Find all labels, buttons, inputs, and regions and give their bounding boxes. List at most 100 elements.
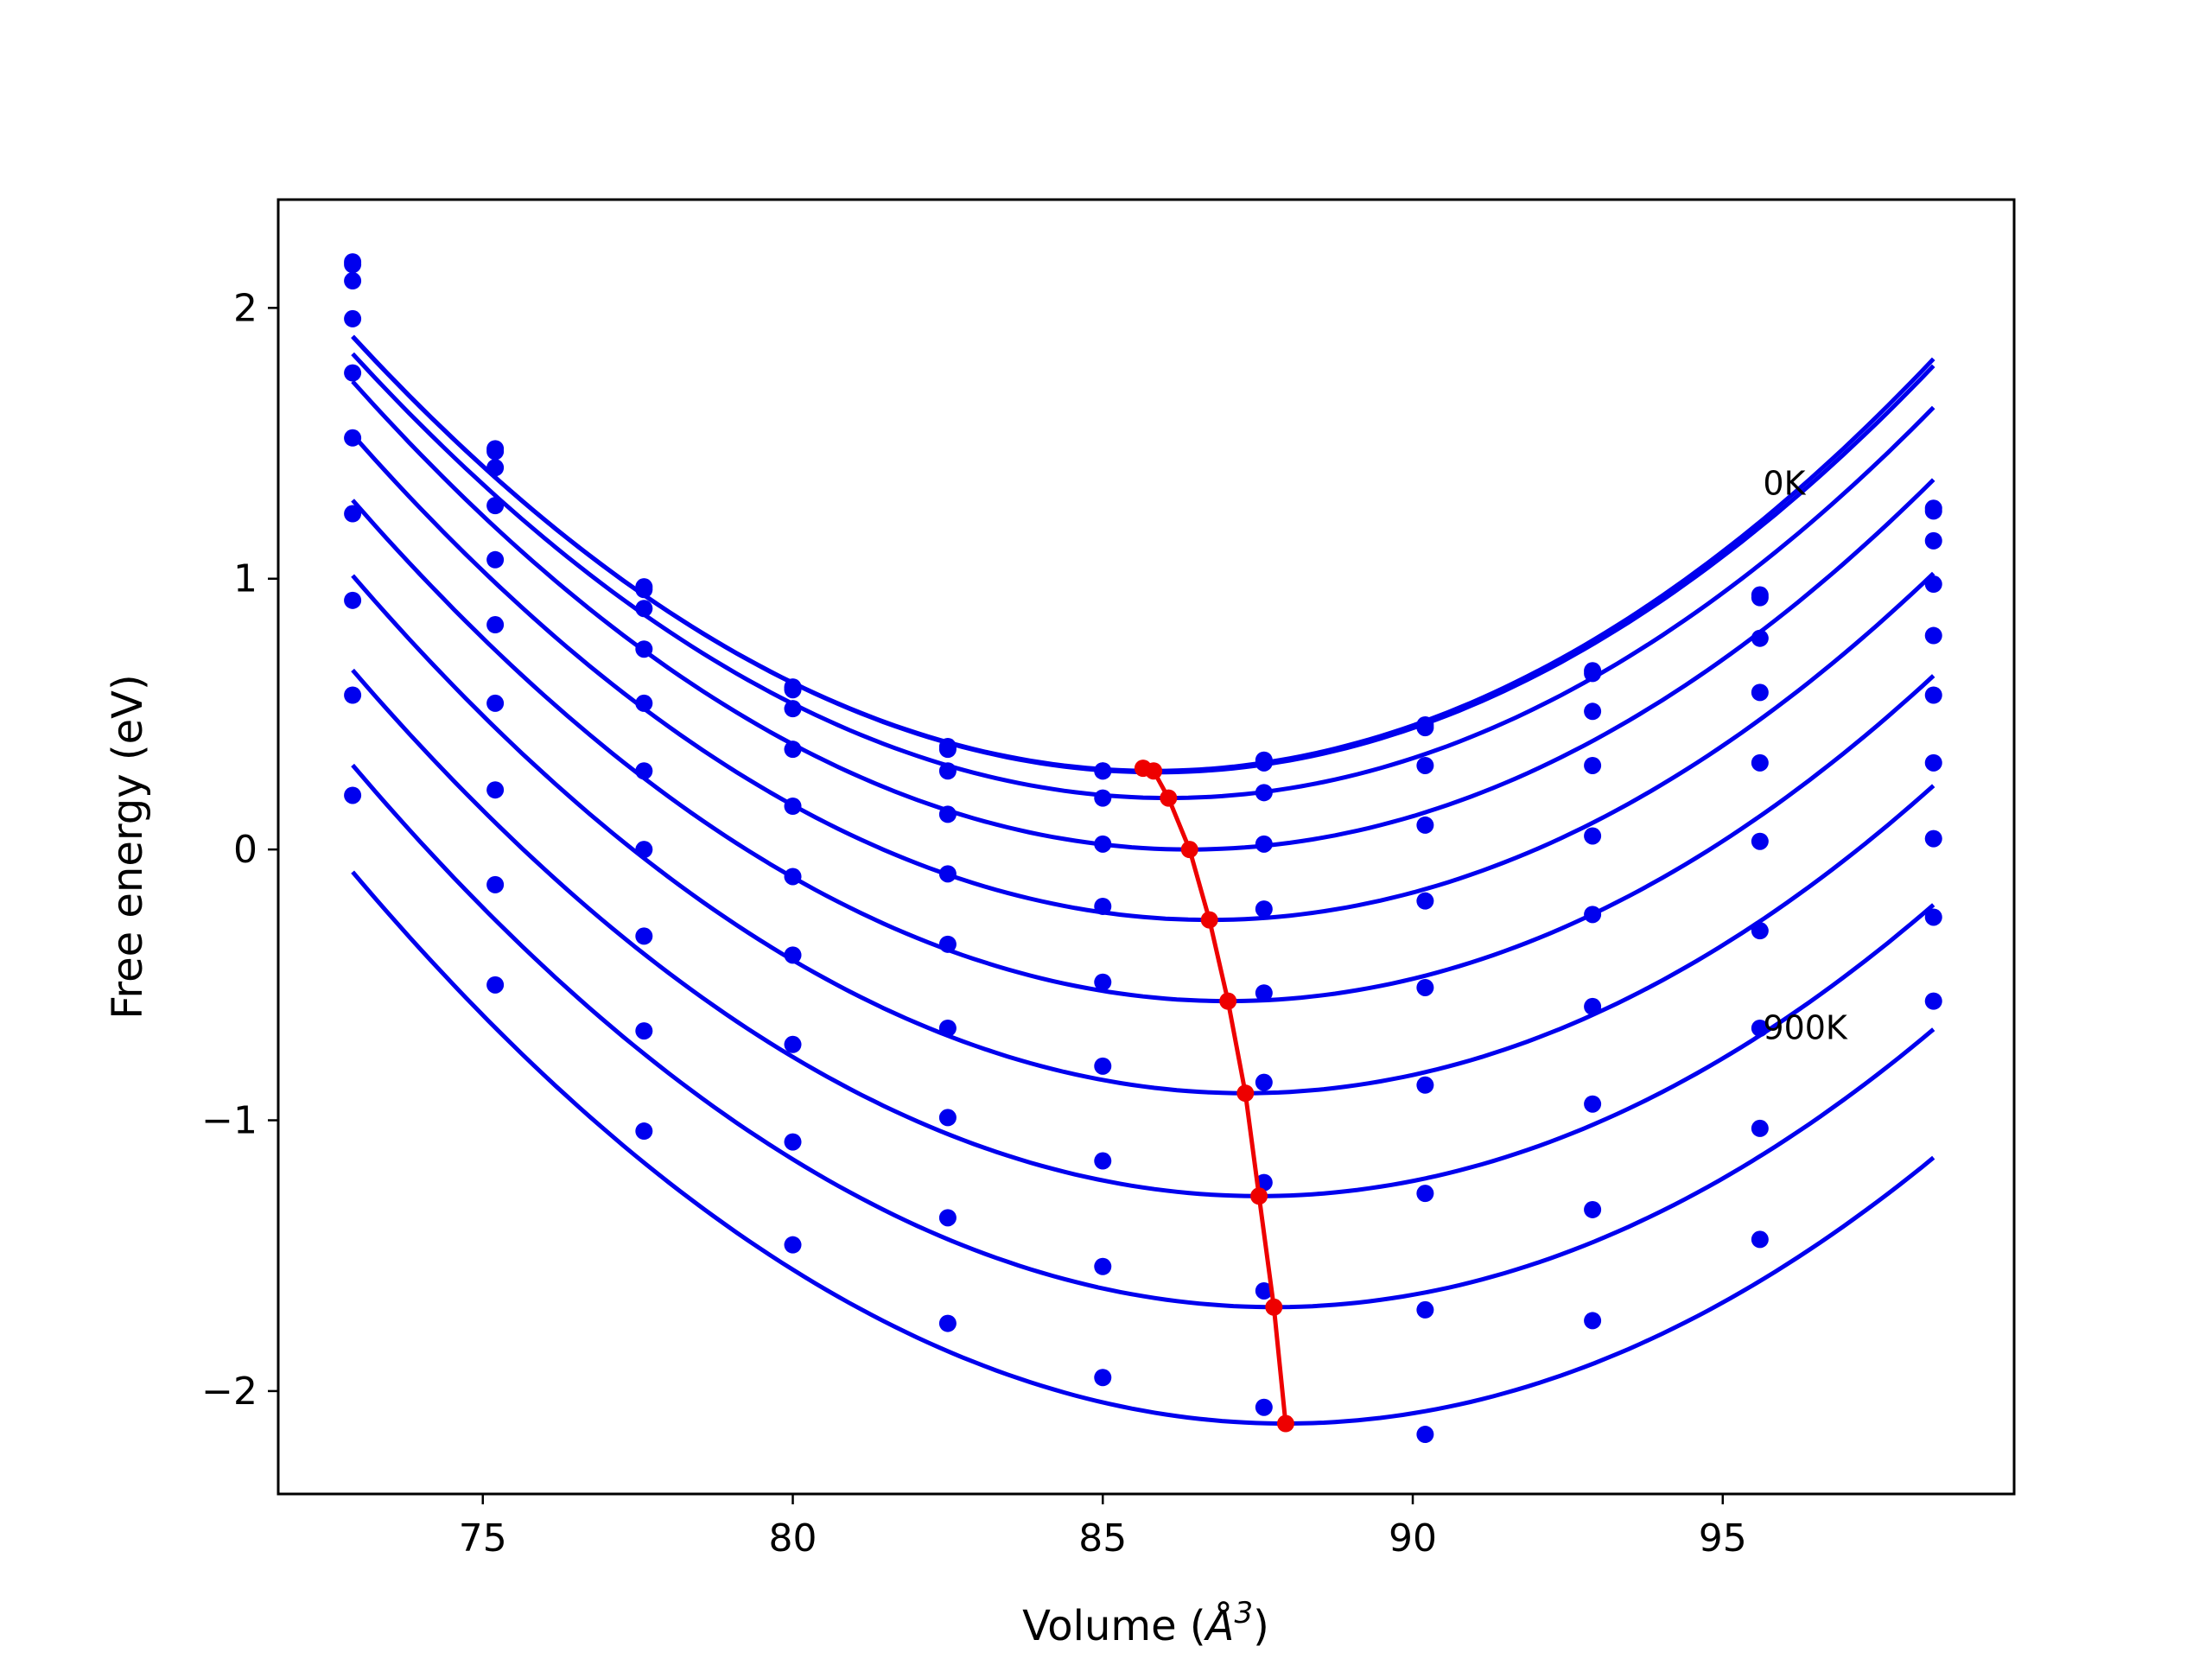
data-point-s9-9 — [1584, 1200, 1602, 1218]
data-point-s9-5 — [938, 1209, 957, 1227]
data-point-s4-4 — [784, 741, 802, 759]
data-point-s4-8 — [1416, 816, 1434, 834]
data-point-s5-4 — [784, 797, 802, 815]
data-point-s6-8 — [1416, 978, 1434, 996]
data-point-s2-10 — [1751, 588, 1769, 607]
x-tick-label-80: 80 — [769, 1516, 817, 1560]
data-point-s4-7 — [1255, 835, 1273, 853]
data-point-s6-3 — [635, 762, 653, 780]
data-point-s4-9 — [1584, 756, 1602, 774]
data-point-s3-3 — [635, 600, 653, 618]
data-point-s6-6 — [1094, 973, 1112, 991]
data-point-s3-9 — [1584, 702, 1602, 721]
annotation-900K: 900K — [1763, 1009, 1848, 1047]
data-point-s3-11 — [1924, 531, 1942, 550]
data-point-s3-5 — [938, 762, 957, 780]
data-point-s5-1 — [344, 364, 362, 382]
data-point-s8-3 — [635, 927, 653, 945]
x-axis-label-prefix: Volume ( — [1022, 1602, 1206, 1650]
data-point-s7-8 — [1416, 1076, 1434, 1094]
data-point-s4-6 — [1094, 835, 1112, 853]
y-tick-label--2: −2 — [201, 1370, 257, 1414]
data-point-s2-9 — [1584, 664, 1602, 683]
data-point-s9-4 — [784, 1133, 802, 1151]
data-point-s5-11 — [1924, 626, 1942, 645]
data-point-s6-2 — [486, 616, 505, 634]
x-axis-label: Volume (Å3) — [1022, 1596, 1269, 1650]
data-point-s9-6 — [1094, 1257, 1112, 1275]
data-point-s9-2 — [486, 875, 505, 893]
x-tick-label-95: 95 — [1699, 1516, 1747, 1560]
data-point-s2-1 — [344, 256, 362, 274]
x-tick-label-85: 85 — [1078, 1516, 1127, 1560]
minimum-point-10 — [1276, 1414, 1294, 1433]
data-point-s7-11 — [1924, 753, 1942, 772]
data-point-s8-1 — [344, 591, 362, 609]
data-point-s7-9 — [1584, 997, 1602, 1015]
y-tick-label-1: 1 — [233, 557, 257, 601]
data-point-s8-4 — [784, 1035, 802, 1053]
data-point-s2-6 — [1094, 762, 1112, 780]
data-point-s9-10 — [1751, 1119, 1769, 1137]
data-point-s5-8 — [1416, 892, 1434, 910]
data-point-s5-3 — [635, 694, 653, 712]
data-point-s5-2 — [486, 550, 505, 569]
annotations: 0K 900K — [1763, 465, 1848, 1047]
data-point-s7-6 — [1094, 1057, 1112, 1075]
data-point-s5-10 — [1751, 753, 1769, 772]
data-point-s4-3 — [635, 640, 653, 658]
data-point-s2-2 — [486, 442, 505, 461]
data-point-s3-6 — [1094, 789, 1112, 807]
minimum-point-7 — [1236, 1084, 1255, 1103]
data-point-s2-4 — [784, 681, 802, 699]
data-point-s4-10 — [1751, 683, 1769, 702]
minimum-point-4 — [1180, 841, 1198, 859]
data-point-s9-8 — [1416, 1300, 1434, 1319]
data-point-s8-8 — [1416, 1185, 1434, 1203]
x-tick-label-75: 75 — [459, 1516, 507, 1560]
x-tick-label-90: 90 — [1389, 1516, 1437, 1560]
data-point-s2-11 — [1924, 502, 1942, 520]
fit-curve-5 — [351, 433, 1936, 923]
data-point-s7-2 — [486, 694, 505, 712]
data-point-s2-7 — [1255, 753, 1273, 772]
data-point-s4-11 — [1924, 575, 1942, 594]
data-point-s3-1 — [344, 272, 362, 290]
data-point-s3-2 — [486, 459, 505, 477]
data-point-s5-9 — [1584, 827, 1602, 845]
data-point-s10-10 — [1751, 1230, 1769, 1249]
data-point-s5-6 — [1094, 897, 1112, 915]
data-point-s7-3 — [635, 841, 653, 859]
data-point-s6-9 — [1584, 906, 1602, 924]
axes-frame — [276, 198, 2016, 1496]
data-point-s10-11 — [1924, 992, 1942, 1010]
x-axis-label-unit: Å — [1204, 1601, 1235, 1650]
data-point-s6-1 — [344, 429, 362, 447]
data-point-s5-7 — [1255, 900, 1273, 918]
data-point-s3-7 — [1255, 784, 1273, 802]
data-point-s10-5 — [938, 1314, 957, 1332]
data-point-s3-4 — [784, 700, 802, 718]
fit-curve-10 — [351, 870, 1936, 1426]
data-point-s6-7 — [1255, 984, 1273, 1002]
x-axis-label-suffix: ) — [1253, 1602, 1269, 1650]
data-point-s10-9 — [1584, 1312, 1602, 1330]
y-tick-label--1: −1 — [201, 1099, 257, 1143]
y-tick-label-2: 2 — [233, 286, 257, 330]
data-point-s8-9 — [1584, 1095, 1602, 1113]
fit-curve-3 — [351, 352, 1936, 801]
data-point-s3-8 — [1416, 756, 1434, 774]
data-point-s6-10 — [1751, 832, 1769, 850]
minimum-point-2 — [1145, 762, 1163, 780]
data-point-s8-5 — [938, 1109, 957, 1127]
data-point-s6-11 — [1924, 686, 1942, 704]
fit-curve-4 — [351, 379, 1936, 852]
data-point-s8-2 — [486, 781, 505, 799]
x-axis-ticks: 75 80 85 90 95 — [459, 1494, 1747, 1560]
data-point-s10-1 — [344, 786, 362, 804]
y-tick-label-0: 0 — [233, 828, 257, 872]
fit-curve-9 — [351, 763, 1936, 1310]
minimum-point-3 — [1160, 789, 1178, 807]
fit-curve-7 — [351, 574, 1936, 1096]
